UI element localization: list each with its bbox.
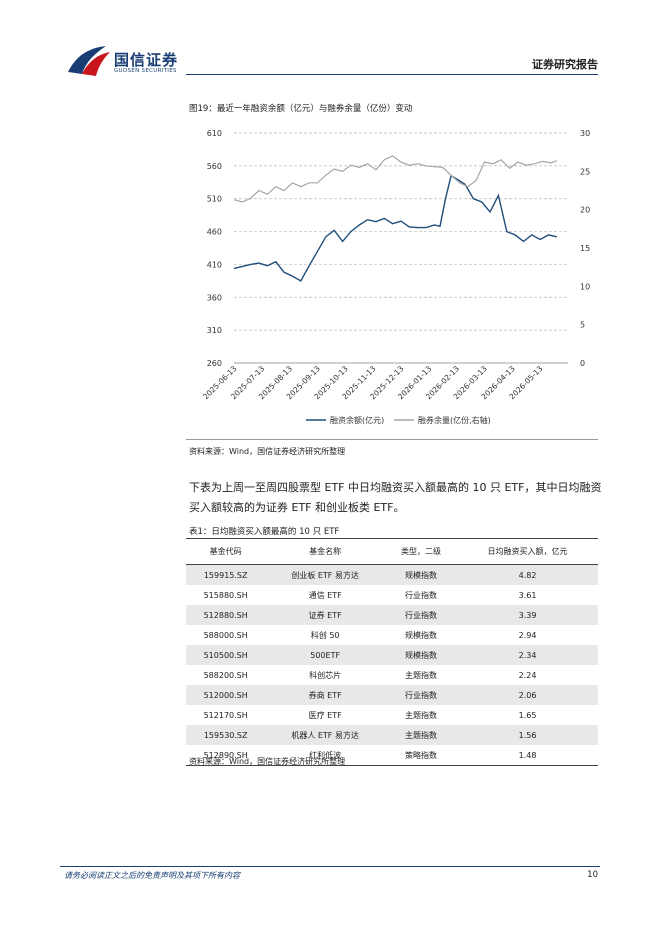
cell-type: 规模指数 (405, 630, 438, 640)
header-rule (186, 74, 598, 75)
table-title: 表1：日均融资买入额最高的 10 只 ETF (189, 527, 340, 537)
figure-source: 资料来源：Wind，国信证券经济研究所整理 (189, 447, 346, 456)
table-row: 512880.SH 证券 ETF 行业指数 3.39 (186, 605, 598, 625)
cell-fund-code: 159915.SZ (186, 564, 266, 585)
left-tick-label: 410 (207, 260, 222, 269)
header-type: 类型，二级 (384, 538, 458, 565)
cell-fund-name: 通信 ETF (308, 590, 342, 600)
table-row: 512000.SH 券商 ETF 行业指数 2.06 (186, 685, 598, 705)
cell-fund-code: 512170.SH (203, 710, 248, 720)
cell-fund-name: 科创芯片 (309, 670, 342, 680)
right-tick-label: 15 (580, 244, 590, 253)
cell-fund-name: 红利低波 (265, 745, 385, 766)
cell-type: 规模指数 (384, 564, 458, 585)
cell-daily-buy: 3.61 (518, 590, 537, 600)
table-body: 159915.SZ 创业板 ETF 易方达 规模指数 4.82 515880.SH 通信 … (186, 564, 598, 766)
cell-fund-name: 创业板 ETF 易方达 (265, 564, 385, 585)
cell-daily-buy: 2.06 (457, 685, 598, 705)
cell-fund-name: 医疗 ETF (308, 710, 342, 720)
body-paragraph: 下表为上周一至周四股票型 ETF 中日均融资买入额最高的 10 只 ETF，其中… (189, 481, 602, 514)
legend-label-short-balance: 融券余量(亿份,右轴) (418, 415, 491, 425)
cell-type: 规模指数 (384, 645, 458, 665)
cell-fund-code: 515880.SH (203, 590, 248, 600)
cell-fund-name: 证券 ETF (265, 605, 385, 625)
left-tick-label: 460 (207, 228, 222, 237)
right-tick-label: 0 (580, 359, 585, 368)
cell-daily-buy: 1.65 (518, 710, 537, 720)
etf-table: 基金代码 基金名称 类型，二级 日均融资买入额，亿元 159915.SZ 创业板 … (186, 538, 598, 766)
cell-fund-code: 512880.SH (186, 605, 266, 625)
table-row: 159915.SZ 创业板 ETF 易方达 规模指数 4.82 (186, 564, 598, 585)
cell-fund-code: 159530.SZ (186, 725, 266, 745)
table-source: 资料来源：Wind，国信证券经济研究所整理 (189, 757, 346, 766)
footer-rule (60, 866, 600, 867)
left-tick-label: 510 (207, 195, 222, 204)
cell-fund-code: 512000.SH (186, 685, 266, 705)
left-tick-label: 610 (207, 129, 222, 138)
right-tick-label: 10 (580, 282, 590, 291)
cell-fund-name: 券商 ETF (265, 685, 385, 705)
figure-title: 图19：最近一年融资余额（亿元）与融券余量（亿份）变动 (189, 104, 413, 114)
brand-name: 国信证券 (114, 51, 179, 69)
table-row: 588200.SH 科创芯片 主题指数 2.24 (186, 665, 598, 685)
table-row: 515880.SH 通信 ETF 行业指数 3.61 (186, 585, 598, 605)
cell-daily-buy: 1.56 (457, 725, 598, 745)
cell-fund-code: 588200.SH (203, 670, 248, 680)
cell-daily-buy: 2.34 (457, 645, 598, 665)
cell-fund-name: 科创 50 (310, 630, 340, 640)
cell-type: 行业指数 (384, 685, 458, 705)
cell-fund-code: 512890.SH (186, 745, 266, 766)
cell-daily-buy: 3.39 (457, 605, 598, 625)
cell-fund-name: 500ETF (265, 645, 385, 665)
left-tick-label: 560 (207, 162, 222, 171)
report-type: 证券研究报告 (532, 58, 598, 71)
cell-fund-code: 588000.SH (203, 630, 248, 640)
cell-type: 行业指数 (405, 590, 438, 600)
cell-fund-name: 机器人 ETF 易方达 (265, 725, 385, 745)
table-row: 159530.SZ 机器人 ETF 易方达 主题指数 1.56 (186, 725, 598, 745)
cell-type: 主题指数 (405, 670, 438, 680)
cell-daily-buy: 2.24 (518, 670, 537, 680)
right-tick-label: 20 (580, 206, 590, 215)
table-row: 512890.SH 红利低波 策略指数 1.48 (186, 745, 598, 766)
guosen-logo (68, 46, 110, 76)
cell-type: 行业指数 (384, 605, 458, 625)
header-daily-buy: 日均融资买入额，亿元 (457, 538, 598, 565)
margin-balance-chart: 2603103604104605105606100510152025302025… (201, 129, 590, 425)
table-row: 512170.SH 医疗 ETF 主题指数 1.65 (186, 705, 598, 725)
cell-type: 策略指数 (384, 745, 458, 766)
legend-label-margin-balance: 融资余额(亿元) (330, 415, 384, 425)
table-header-row: 基金代码 基金名称 类型，二级 日均融资买入额，亿元 (186, 538, 598, 565)
left-tick-label: 360 (207, 293, 222, 302)
figure-source-rule (186, 439, 598, 440)
table-row: 510500.SH 500ETF 规模指数 2.34 (186, 645, 598, 665)
left-tick-label: 260 (207, 359, 222, 368)
table-row: 588000.SH 科创 50 规模指数 2.94 (186, 625, 598, 645)
right-tick-label: 5 (580, 321, 585, 330)
cell-daily-buy: 2.94 (518, 630, 537, 640)
header-fund-name: 基金名称 (265, 538, 385, 565)
cell-type: 主题指数 (405, 710, 438, 720)
right-tick-label: 25 (580, 167, 590, 176)
brand-subtitle: GUOSEN SECURITIES (114, 68, 177, 74)
page-number: 10 (587, 870, 598, 880)
cell-daily-buy: 1.48 (457, 745, 598, 766)
header-fund-code: 基金代码 (186, 538, 266, 565)
cell-daily-buy: 4.82 (457, 564, 598, 585)
left-tick-label: 310 (207, 326, 222, 335)
cell-type: 主题指数 (384, 725, 458, 745)
right-tick-label: 30 (580, 129, 590, 138)
series-line-margin-balance (233, 174, 558, 282)
cell-fund-code: 510500.SH (186, 645, 266, 665)
series-line-short-balance (233, 155, 558, 203)
disclaimer: 请务必阅读正文之后的免责声明及其项下所有内容 (64, 871, 240, 880)
